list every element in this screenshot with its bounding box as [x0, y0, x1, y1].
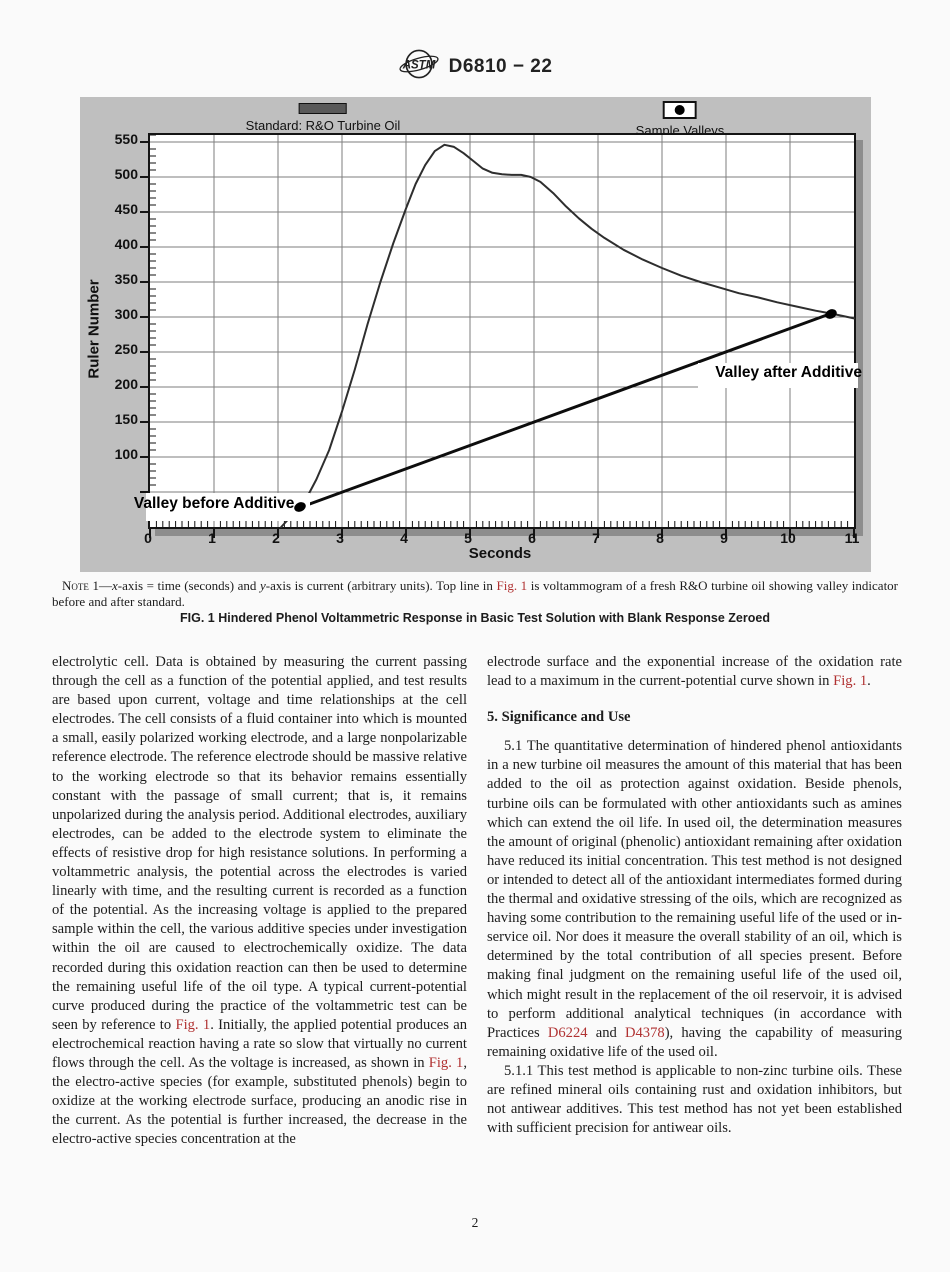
plot-area: Valley before Additive Valley after Addit… [134, 133, 862, 538]
dot-icon [674, 105, 685, 115]
x-tick-label: 5 [464, 530, 472, 546]
y-tick-label: 250 [114, 340, 138, 357]
figure-caption: FIG. 1 Hindered Phenol Voltammetric Resp… [180, 611, 770, 625]
legend-entry-sample-valleys: Sample Valleys [636, 101, 724, 138]
ref-link[interactable]: D4378 [624, 1024, 665, 1041]
paragraph: electrolytic cell. Data is obtained by m… [52, 653, 467, 1149]
annotation-background [146, 492, 311, 521]
figure-note: Note 1—x-axis = time (seconds) and y-axi… [52, 578, 898, 609]
voltammogram-chart [140, 134, 855, 538]
right-column: electrode surface and the exponential in… [487, 653, 902, 1149]
ref-link[interactable]: Fig. 1 [496, 578, 528, 593]
text-segment: electrode surface and the exponential in… [487, 654, 902, 690]
x-tick-label: 11 [844, 530, 860, 546]
y-tick-label: 500 [114, 165, 138, 182]
svg-text:ASTM: ASTM [401, 60, 435, 72]
text-segment: 5.1 The quantitative determination of hi… [487, 738, 902, 1041]
x-tick-label: 9 [720, 530, 728, 546]
text-segment: . [867, 673, 871, 690]
dot-marker-swatch [662, 101, 697, 119]
text-segment: and [587, 1024, 625, 1041]
text-segment: -axis is current (arbitrary units). Top … [265, 578, 497, 593]
left-column: electrolytic cell. Data is obtained by m… [52, 653, 467, 1149]
text-segment: Note [62, 578, 89, 593]
y-tick-label: 300 [114, 305, 138, 322]
text-segment: y [259, 578, 266, 593]
figure-1: Standard: R&O Turbine Oil Sample Valleys… [80, 97, 871, 572]
x-tick-label: 4 [400, 530, 408, 546]
ref-link[interactable]: Fig. 1 [428, 1054, 464, 1071]
ref-link[interactable]: D6224 [547, 1024, 588, 1041]
y-tick-label: 450 [114, 200, 138, 217]
text-segment: -axis = time (seconds) and [117, 578, 260, 593]
y-tick-label: 100 [114, 445, 138, 462]
x-tick-label: 3 [336, 530, 344, 546]
legend-entry-standard: Standard: R&O Turbine Oil [245, 103, 401, 133]
x-tick-label: 8 [656, 530, 664, 546]
solid-bar-swatch [298, 103, 347, 114]
legend-label-standard: Standard: R&O Turbine Oil [245, 118, 401, 133]
page-header: ASTM D6810 − 22 [0, 48, 950, 85]
ref-link[interactable]: Fig. 1 [833, 673, 868, 690]
section-heading: 5. Significance and Use [487, 709, 631, 726]
text-segment: electrolytic cell. Data is obtained by m… [52, 654, 467, 1033]
paragraph-5-1: 5.1 The quantitative determination of hi… [487, 737, 902, 1062]
y-axis-label: Ruler Number [85, 279, 103, 379]
y-tick-label: 150 [114, 410, 138, 427]
text-segment: x [111, 578, 118, 593]
body-text: electrolytic cell. Data is obtained by m… [52, 653, 902, 1149]
astm-logo: ASTM [398, 48, 440, 85]
paragraph-5-1-1: 5.1.1 This test method is applicable to … [487, 1062, 902, 1138]
y-tick-label: 200 [114, 375, 138, 392]
ref-link[interactable]: Fig. 1 [175, 1016, 211, 1033]
paragraph: electrode surface and the exponential in… [487, 653, 902, 691]
document-code: D6810 − 22 [448, 55, 553, 77]
valley-before-annotation: Valley before Additive [133, 495, 295, 513]
x-axis-label: Seconds [468, 545, 532, 562]
y-tick-label: 550 [114, 130, 138, 147]
x-tick-label: 2 [272, 530, 280, 546]
text-segment: 1— [88, 578, 112, 593]
valley-after-annotation: Valley after Additive [715, 363, 862, 381]
page-number: 2 [471, 1215, 479, 1230]
text-segment: , the electro-active species (for exampl… [52, 1054, 467, 1148]
y-tick-label: 400 [114, 235, 138, 252]
x-tick-label: 1 [208, 530, 216, 546]
text-segment: . Initially, the applied potential produ… [52, 1016, 468, 1071]
annotation-background [697, 362, 858, 388]
text-segment: is voltammogram of a fresh R&O turbine o… [52, 578, 899, 609]
x-tick-label: 6 [528, 530, 536, 546]
x-tick-label: 7 [592, 530, 600, 546]
text-segment: 5.1.1 This test method is applicable to … [487, 1062, 902, 1137]
y-tick-label: 350 [114, 270, 138, 287]
x-tick-label: 10 [780, 530, 796, 546]
text-segment: ), having the capability of measuring re… [487, 1024, 902, 1060]
x-tick-label: 0 [144, 530, 152, 546]
